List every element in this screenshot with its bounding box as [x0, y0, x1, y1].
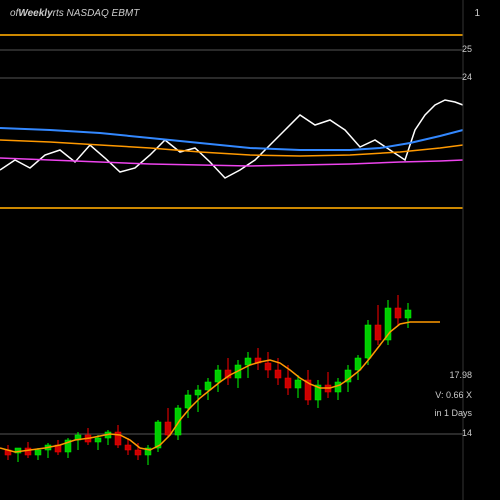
- chart-canvas: [0, 0, 500, 500]
- info-label: in 1 Days: [434, 408, 472, 418]
- info-label: V: 0.66 X: [435, 390, 472, 400]
- stock-chart: ofWeeklyrts NASDAQ EBMT 1 25241417.98V: …: [0, 0, 500, 500]
- info-label: 17.98: [449, 370, 472, 380]
- axis-label: 24: [462, 72, 472, 82]
- axis-label: 14: [462, 428, 472, 438]
- axis-label: 25: [462, 44, 472, 54]
